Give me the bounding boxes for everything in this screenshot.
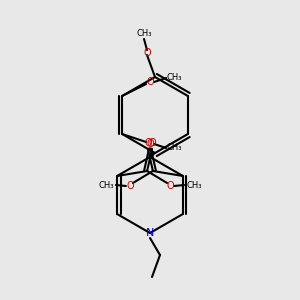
Text: O: O	[146, 139, 154, 149]
Text: O: O	[166, 181, 174, 191]
Text: O: O	[126, 181, 134, 191]
Text: CH₃: CH₃	[98, 181, 114, 190]
Text: CH₃: CH₃	[186, 181, 202, 190]
Text: O: O	[148, 138, 156, 148]
Text: CH₃: CH₃	[166, 74, 182, 82]
Text: CH₃: CH₃	[166, 143, 182, 152]
Text: O: O	[144, 138, 152, 148]
Text: CH₃: CH₃	[136, 28, 152, 38]
Text: O: O	[146, 77, 154, 87]
Text: O: O	[143, 48, 151, 58]
Text: N: N	[146, 228, 154, 238]
